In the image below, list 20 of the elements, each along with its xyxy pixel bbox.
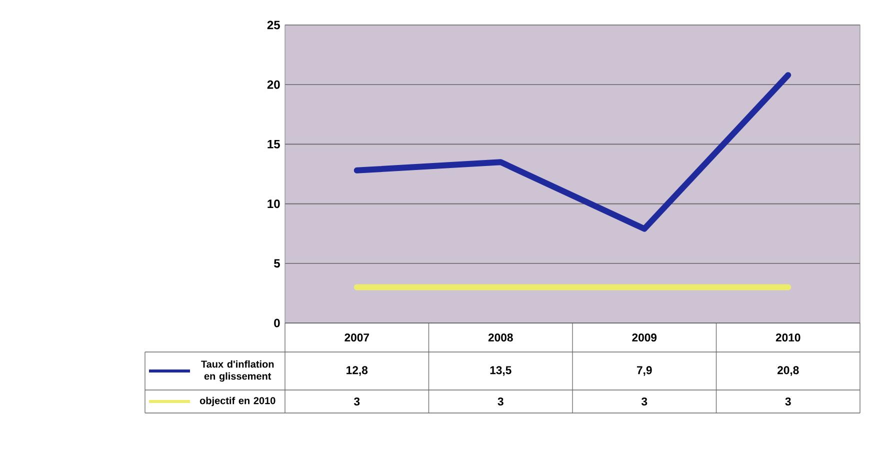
y-tick-label: 25 [267,20,280,30]
data-label: 12,8 [346,366,368,376]
x-tick-label: 2009 [632,333,657,342]
data-label: 13,5 [490,366,512,376]
y-tick-label: 20 [267,80,280,89]
data-label: 20,8 [777,366,799,376]
x-tick-label: 2010 [776,333,800,342]
x-tick-label: 2008 [488,333,513,342]
data-label: 3 [498,397,504,406]
y-tick-label: 0 [274,318,280,328]
data-label: 7,9 [636,366,652,376]
data-label: 3 [785,397,791,406]
y-tick-label: 5 [274,259,280,268]
y-tick-label: 15 [268,140,280,148]
data-label: 3 [641,397,648,406]
data-label: 3 [354,397,360,406]
x-tick-label: 2007 [344,333,369,342]
y-tick-label: 10 [268,200,280,208]
legend-label: Taux d'inflation en glissement [201,360,274,382]
legend-label: objectif en 2010 [200,396,276,406]
